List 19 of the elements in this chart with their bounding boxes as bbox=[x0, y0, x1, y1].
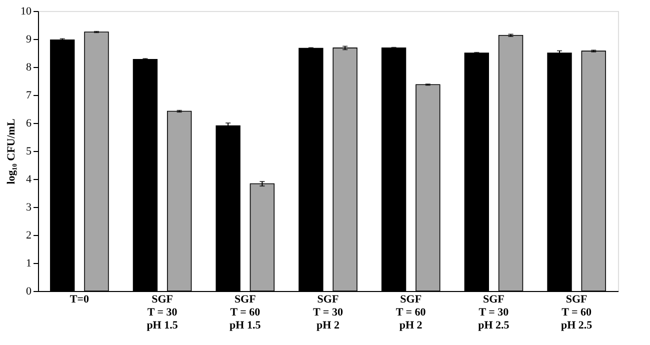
y-tick-label: 0 bbox=[26, 286, 32, 298]
y-tick-label: 1 bbox=[26, 258, 32, 270]
y-tick-label: 7 bbox=[26, 90, 32, 102]
x-tick-label: SGF T = 60 pH 2 bbox=[396, 294, 426, 332]
y-tick-label: 2 bbox=[26, 230, 32, 242]
y-axis-title: log₁₀ CFU/mL bbox=[6, 118, 18, 184]
y-tick-label: 8 bbox=[26, 62, 32, 74]
x-tick-label: SGF T = 30 pH 2.5 bbox=[478, 294, 510, 332]
y-tick-label: 4 bbox=[26, 174, 32, 186]
x-tick-label: SGF T = 60 pH 1.5 bbox=[230, 294, 262, 332]
y-tick-label: 6 bbox=[26, 118, 32, 130]
x-tick-label: SGF T = 30 pH 1.5 bbox=[146, 294, 178, 332]
x-tick-label: T=0 bbox=[70, 294, 90, 306]
y-tick-label: 3 bbox=[26, 202, 32, 214]
y-tick-label: 5 bbox=[26, 146, 32, 158]
y-tick-label: 10 bbox=[20, 6, 32, 18]
x-tick-label: SGF T = 60 pH 2.5 bbox=[560, 294, 593, 332]
y-tick-label: 9 bbox=[26, 34, 32, 46]
x-tick-label: SGF T = 30 pH 2 bbox=[313, 294, 344, 332]
